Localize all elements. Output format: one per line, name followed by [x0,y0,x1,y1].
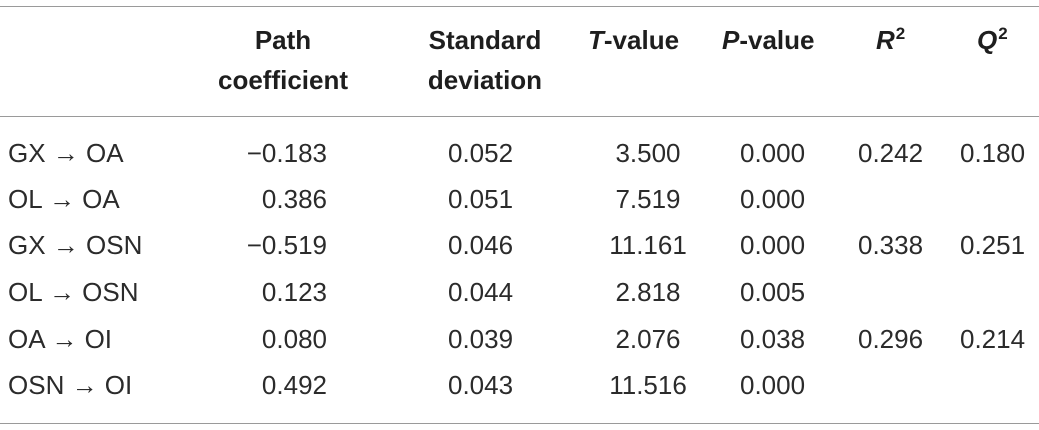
row-path-coefficient: 0.492 [261,370,327,400]
table-header-rule [0,116,1039,117]
header-path-line1: Path [254,25,312,55]
row-p-value: 0.000 [740,370,806,400]
row-t-value: 3.500 [615,138,681,168]
row-label: GX → OA [8,138,124,168]
row-standard-deviation: 0.052 [448,138,514,168]
table-row: OA → OI 0.080 0.039 2.076 0.038 0.296 0.… [0,316,1039,362]
header-r-squared: R2 [876,20,905,64]
row-p-value: 0.038 [740,324,806,354]
row-p-value: 0.000 [740,138,806,168]
header-q-sup: 2 [998,24,1008,43]
header-p-value: P-value [722,20,815,60]
row-r-squared: 0.296 [858,324,924,354]
header-standard-deviation: Standard deviation [420,20,550,100]
header-path-line2: coefficient [217,65,349,95]
header-r-sup: 2 [895,24,906,43]
table-row: GX → OSN −0.519 0.046 11.161 0.000 0.338… [0,222,1039,268]
header-q-squared: Q2 [977,20,1008,64]
row-path-coefficient: 0.123 [261,277,327,307]
row-p-value: 0.005 [740,277,806,307]
row-t-value: 2.818 [615,277,681,307]
row-standard-deviation: 0.044 [448,277,514,307]
row-t-value: 11.516 [609,370,687,400]
table-bottom-rule [0,423,1039,424]
row-label: OSN → OI [8,370,133,400]
row-label: OL → OSN [8,277,139,307]
row-p-value: 0.000 [740,184,806,214]
row-standard-deviation: 0.046 [448,230,514,260]
table-row: OSN → OI 0.492 0.043 11.516 0.000 [0,362,1039,408]
row-path-coefficient: −0.183 [246,138,327,168]
row-t-value: 11.161 [609,230,687,260]
row-label: OL → OA [8,184,120,214]
header-t-value: T-value [588,20,679,60]
row-standard-deviation: 0.039 [448,324,514,354]
row-label: GX → OSN [8,230,143,260]
table-top-rule [0,6,1039,7]
header-path-coefficient: Path coefficient [210,20,356,100]
header-sd-line1: Standard [428,25,542,55]
header-p-rest: -value [739,25,815,55]
header-t-italic: T [588,25,604,55]
row-q-squared: 0.214 [960,324,1026,354]
row-path-coefficient: −0.519 [246,230,327,260]
row-r-squared: 0.242 [858,138,924,168]
row-q-squared: 0.251 [960,230,1026,260]
row-path-coefficient: 0.386 [261,184,327,214]
row-t-value: 7.519 [615,184,681,214]
row-standard-deviation: 0.051 [448,184,514,214]
table-row: OL → OSN 0.123 0.044 2.818 0.005 [0,269,1039,315]
header-t-rest: -value [603,25,680,55]
table-row: GX → OA −0.183 0.052 3.500 0.000 0.242 0… [0,130,1039,176]
row-path-coefficient: 0.080 [261,324,327,354]
row-t-value: 2.076 [615,324,681,354]
row-label: OA → OI [8,324,113,354]
row-p-value: 0.000 [740,230,806,260]
row-standard-deviation: 0.043 [448,370,514,400]
header-p-italic: P [722,25,740,55]
header-sd-line2: deviation [427,65,543,95]
table-row: OL → OA 0.386 0.051 7.519 0.000 [0,176,1039,222]
header-q-letter: Q [977,25,998,55]
header-r-letter: R [876,25,895,55]
row-q-squared: 0.180 [960,138,1026,168]
row-r-squared: 0.338 [858,230,924,260]
